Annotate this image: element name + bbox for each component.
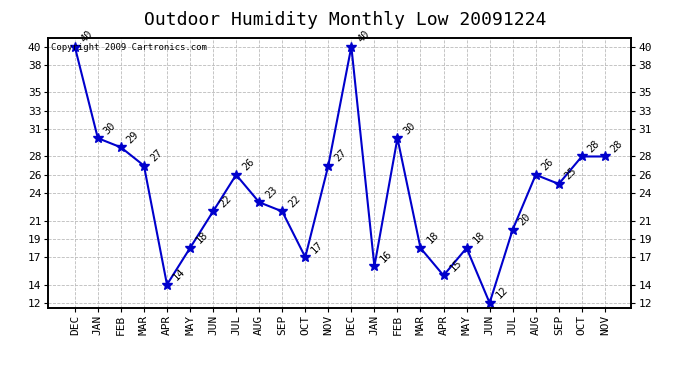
Text: 18: 18 bbox=[194, 230, 210, 246]
Text: 26: 26 bbox=[240, 157, 256, 172]
Text: 30: 30 bbox=[102, 120, 118, 136]
Text: 26: 26 bbox=[540, 157, 555, 172]
Text: 25: 25 bbox=[563, 166, 579, 182]
Text: 17: 17 bbox=[309, 239, 325, 255]
Text: 28: 28 bbox=[609, 138, 625, 154]
Text: 28: 28 bbox=[586, 138, 602, 154]
Text: 23: 23 bbox=[264, 184, 279, 200]
Text: 22: 22 bbox=[217, 194, 233, 209]
Text: 29: 29 bbox=[125, 129, 141, 145]
Text: 27: 27 bbox=[148, 147, 164, 164]
Text: 18: 18 bbox=[471, 230, 486, 246]
Text: 20: 20 bbox=[517, 211, 533, 228]
Text: Outdoor Humidity Monthly Low 20091224: Outdoor Humidity Monthly Low 20091224 bbox=[144, 11, 546, 29]
Text: 18: 18 bbox=[424, 230, 440, 246]
Text: 12: 12 bbox=[494, 285, 510, 301]
Text: 40: 40 bbox=[79, 28, 95, 45]
Text: 40: 40 bbox=[355, 28, 371, 45]
Text: 16: 16 bbox=[379, 248, 395, 264]
Text: 27: 27 bbox=[333, 147, 348, 164]
Text: 30: 30 bbox=[402, 120, 417, 136]
Text: Copyright 2009 Cartronics.com: Copyright 2009 Cartronics.com bbox=[51, 43, 207, 52]
Text: 15: 15 bbox=[448, 257, 464, 273]
Text: 22: 22 bbox=[286, 194, 302, 209]
Text: 14: 14 bbox=[171, 267, 187, 282]
